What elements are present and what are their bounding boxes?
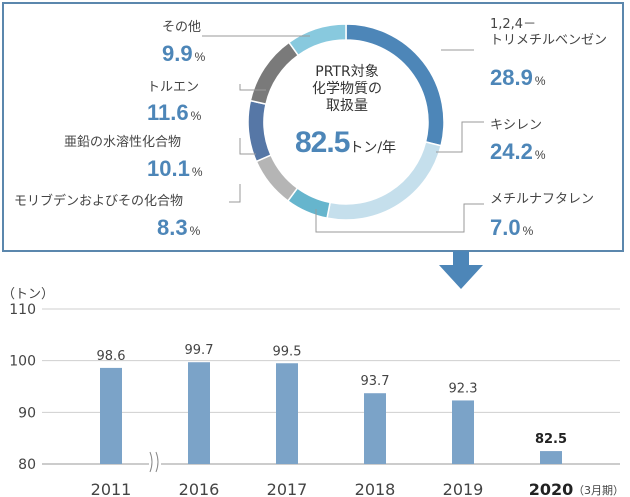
y-axis-unit-label: （トン） xyxy=(2,287,54,302)
label-trimethylbenzene-line-1: 1,2,4－ xyxy=(490,17,537,32)
bar-2018 xyxy=(364,393,386,464)
center-label-line-2: 化学物質の xyxy=(312,81,382,97)
leader-line-1 xyxy=(436,121,484,153)
donut-center-label: PRTR対象 化学物質の 取扱量 xyxy=(292,64,402,115)
donut-slice-4 xyxy=(247,99,272,163)
pct-molybdenum: 8.3% xyxy=(157,216,200,243)
leader-line-2 xyxy=(315,203,484,233)
total-value: 82.5 xyxy=(295,126,350,159)
down-arrow-icon xyxy=(439,251,483,289)
bar-value-label: 82.5 xyxy=(535,432,567,447)
label-trimethylbenzene-line-2: トリメチルベンゼン xyxy=(490,33,608,48)
pct-unit: % xyxy=(189,224,201,238)
pct-trimethylbenzene: 28.9% xyxy=(490,66,546,93)
y-tick-label: 100 xyxy=(9,354,36,370)
label-zinc-compounds: 亜鉛の水溶性化合物 xyxy=(64,135,181,151)
pct-unit: % xyxy=(534,148,546,162)
label-molybdenum: モリブデンおよびその化合物 xyxy=(14,194,183,210)
axis-break-icon xyxy=(149,451,159,473)
pct-unit: % xyxy=(534,74,546,88)
label-other-text: その他 xyxy=(162,20,202,35)
label-xylene-text: キシレン xyxy=(490,118,543,133)
bar-value-label: 92.3 xyxy=(449,381,478,396)
label-molybdenum-text: モリブデンおよびその化合物 xyxy=(14,194,184,209)
donut-chart xyxy=(202,23,484,233)
pct-unit: % xyxy=(522,224,534,238)
donut-slice-6 xyxy=(287,23,347,57)
x-tick-label: 2016 xyxy=(179,480,220,497)
x-tick-label: 2018 xyxy=(355,480,396,497)
pct-methylnaphthalene-value: 7.0 xyxy=(490,215,521,240)
pct-zinc-value: 10.1 xyxy=(147,156,190,181)
center-label-line-3: 取扱量 xyxy=(326,98,368,114)
bar-chart: （トン） 80 90 100 110 98.6 2011 99.7 2016 99.5 2017 93… xyxy=(2,287,624,497)
bar-2016 xyxy=(188,362,210,464)
total-unit: トン/年 xyxy=(349,140,397,156)
pct-unit: % xyxy=(190,109,202,123)
pct-trimethylbenzene-value: 28.9 xyxy=(490,65,533,90)
label-toluene: トルエン xyxy=(147,80,199,96)
label-trimethylbenzene: 1,2,4－ トリメチルベンゼン xyxy=(490,17,607,49)
label-methylnaphthalene: メチルナフタレン xyxy=(490,192,594,208)
center-label-line-1: PRTR対象 xyxy=(315,64,379,80)
pie-chart-panel: PRTR対象 化学物質の 取扱量 82.5トン/年 1,2,4－ トリメチルベン… xyxy=(2,2,624,252)
pct-methylnaphthalene: 7.0% xyxy=(490,216,533,243)
pct-unit: % xyxy=(194,50,206,64)
label-methylnaphthalene-text: メチルナフタレン xyxy=(490,192,595,207)
label-toluene-text: トルエン xyxy=(147,80,200,95)
bar-2019 xyxy=(452,400,474,464)
bar-value-label: 99.7 xyxy=(185,343,214,358)
x-tick-label: 2019 xyxy=(443,480,484,497)
pct-other: 9.9% xyxy=(162,42,205,69)
pct-molybdenum-value: 8.3 xyxy=(157,215,188,240)
bar-value-label: 98.6 xyxy=(97,349,126,364)
pct-other-value: 9.9 xyxy=(162,41,193,66)
pct-zinc-compounds: 10.1% xyxy=(147,157,203,184)
pct-toluene-value: 11.6 xyxy=(147,100,189,125)
label-xylene: キシレン xyxy=(490,118,542,134)
leader-line-5 xyxy=(239,84,266,91)
x-tick-label: 2017 xyxy=(267,480,308,497)
y-tick-label: 90 xyxy=(18,405,36,421)
leader-line-4 xyxy=(239,138,256,155)
bar-2020 xyxy=(540,451,562,464)
pct-xylene: 24.2% xyxy=(490,140,546,167)
leader-line-3 xyxy=(229,184,241,203)
donut-slice-3 xyxy=(255,154,299,202)
pct-xylene-value: 24.2 xyxy=(490,139,533,164)
x-tick-label: 2011 xyxy=(91,480,132,497)
label-zinc-text: 亜鉛の水溶性化合物 xyxy=(64,135,182,150)
bar-2011 xyxy=(100,367,122,464)
pct-unit: % xyxy=(191,165,203,179)
y-tick-label: 80 xyxy=(18,457,36,473)
x-tick-note: （3月期） xyxy=(573,484,624,497)
bar-2017 xyxy=(276,363,298,464)
donut-total: 82.5トン/年 xyxy=(295,126,396,160)
bar-value-label: 93.7 xyxy=(361,374,390,389)
y-tick-label: 110 xyxy=(9,302,36,318)
pct-toluene: 11.6% xyxy=(147,101,201,128)
bar-value-label: 99.5 xyxy=(273,344,302,359)
label-other: その他 xyxy=(162,20,201,36)
x-tick-label: 2020 xyxy=(529,480,574,497)
